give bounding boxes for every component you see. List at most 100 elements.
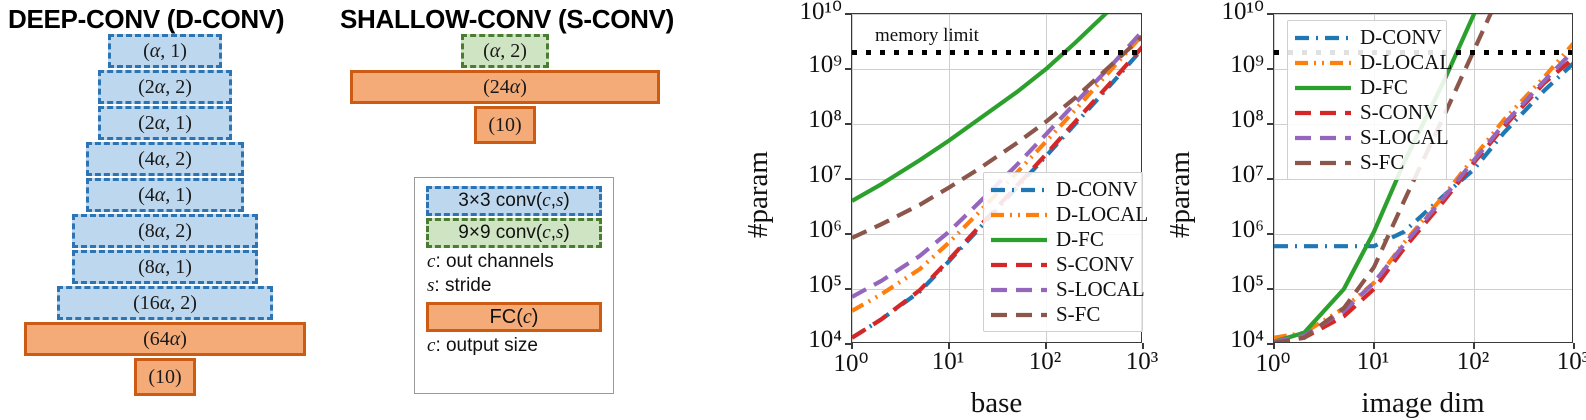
y-axis-label: #param — [1164, 151, 1196, 238]
chart-legend: D-CONV D-LOCAL D-FC S-CONV S-LOCAL S-FC — [1287, 20, 1452, 180]
y-tick-label: 10⁵ — [808, 271, 842, 298]
legend-swatch-fc: FC(c) — [426, 302, 602, 332]
chart-param-vs-base: memory limit 10⁴ 10⁵ 10⁶ 10⁷ 10⁸ 10⁹ 10¹⁰ 10⁰ 10¹… — [720, 0, 1158, 419]
grid-line-horizontal — [852, 69, 1141, 70]
grid-line-horizontal — [1274, 234, 1572, 235]
y-tick-label: 10⁷ — [1230, 161, 1264, 188]
x-axis-label: base — [970, 387, 1023, 419]
shallow-conv-architecture: (α, 2) (24 α) (10) — [330, 34, 680, 164]
legend-row: S-FC — [990, 302, 1136, 327]
y-tick-label: 10¹⁰ — [799, 0, 842, 25]
legend-row: S-FC — [1294, 150, 1440, 175]
legend-row: S-CONV — [990, 252, 1136, 277]
series-line-d-fc — [852, 14, 1109, 203]
legend-swatch-conv3: 3×3 conv(c, s) — [426, 186, 602, 216]
legend-row: D-FC — [1294, 75, 1440, 100]
x-tick-label: 10⁰ — [833, 350, 869, 377]
grid-line-horizontal — [1274, 289, 1572, 290]
grid-line-vertical — [1274, 14, 1275, 342]
x-tick-mark — [1373, 343, 1375, 349]
legend-label: S-FC — [1360, 150, 1405, 174]
y-tick-mark — [845, 288, 851, 290]
legend-key-s-fc — [990, 306, 1048, 324]
legend-row: D-CONV — [990, 177, 1138, 202]
chart-legend: D-CONV D-LOCAL D-FC S-CONV S-LOCAL S-FC — [983, 172, 1148, 332]
legend-swatch-conv9: 9×9 conv(c, s) — [426, 218, 602, 248]
x-tick-label: 10³ — [1556, 348, 1586, 375]
y-tick-mark — [845, 233, 851, 235]
legend-note: c: output size — [427, 335, 538, 356]
y-tick-mark — [1267, 13, 1273, 15]
diagram-legend-box: 3×3 conv(c, s) 9×9 conv(c, s) c: out channel… — [414, 177, 614, 394]
legend-label: D-CONV — [1360, 25, 1442, 49]
arch-block: (8 α, 1) — [72, 250, 258, 284]
legend-key-d-local — [990, 206, 1048, 224]
legend-row: D-LOCAL — [990, 202, 1148, 227]
legend-row: S-LOCAL — [990, 277, 1145, 302]
grid-line-vertical — [1474, 14, 1475, 342]
grid-line-vertical — [949, 14, 950, 342]
legend-note: s: stride — [427, 275, 492, 296]
arch-block: (2 α, 2) — [98, 70, 232, 104]
arch-block: (2 α, 1) — [98, 106, 232, 140]
x-tick-mark — [1573, 343, 1575, 349]
x-tick-mark — [948, 343, 950, 349]
legend-key-d-conv — [990, 181, 1048, 199]
x-tick-label: 10⁰ — [1255, 350, 1291, 377]
arch-block: (8 α, 2) — [72, 214, 258, 248]
arch-block: (16 α, 2) — [57, 286, 273, 320]
legend-row: D-FC — [990, 227, 1136, 252]
grid-line-horizontal — [852, 124, 1141, 125]
x-tick-mark — [1045, 343, 1047, 349]
x-tick-label: 10² — [1028, 348, 1062, 375]
legend-key-d-local — [1294, 54, 1352, 72]
legend-row: S-LOCAL — [1294, 125, 1449, 150]
legend-key-d-conv — [1294, 29, 1352, 47]
arch-block: (α, 1) — [108, 34, 222, 68]
series-line-s-fc — [852, 34, 1141, 240]
legend-label: S-CONV — [1056, 252, 1135, 276]
arch-block: (α, 2) — [461, 34, 549, 68]
y-tick-label: 10⁶ — [1230, 216, 1264, 243]
y-tick-label: 10⁸ — [808, 106, 842, 133]
grid-line-horizontal — [1274, 14, 1572, 15]
legend-key-d-fc — [1294, 79, 1352, 97]
y-tick-mark — [845, 123, 851, 125]
legend-label: D-CONV — [1056, 177, 1138, 201]
x-tick-mark — [1142, 343, 1144, 349]
y-tick-label: 10⁴ — [1230, 326, 1264, 353]
y-tick-label: 10⁴ — [808, 326, 842, 353]
x-tick-label: 10¹ — [931, 348, 965, 375]
y-tick-mark — [845, 343, 851, 345]
y-tick-label: 10⁹ — [1230, 51, 1264, 78]
x-tick-mark — [1273, 343, 1275, 349]
y-axis-label: #param — [742, 151, 774, 238]
legend-key-s-local — [990, 281, 1048, 299]
y-tick-mark — [1267, 178, 1273, 180]
y-tick-mark — [1267, 233, 1273, 235]
y-tick-mark — [845, 13, 851, 15]
y-tick-label: 10⁹ — [808, 51, 842, 78]
legend-label: D-FC — [1360, 75, 1408, 99]
y-tick-label: 10⁷ — [808, 161, 842, 188]
x-axis-label: image dim — [1361, 387, 1485, 419]
grid-line-vertical — [852, 14, 853, 342]
y-tick-mark — [845, 178, 851, 180]
panel-title-deep-conv: DEEP-CONV (D-CONV) — [8, 4, 285, 34]
arch-block: (4 α, 2) — [86, 142, 244, 176]
y-tick-label: 10¹⁰ — [1221, 0, 1264, 25]
series-line-d-conv — [1274, 61, 1572, 249]
series-line-s-conv — [852, 45, 1141, 340]
x-tick-mark — [1473, 343, 1475, 349]
legend-label: D-LOCAL — [1056, 202, 1149, 226]
y-tick-mark — [845, 68, 851, 70]
legend-key-s-conv — [990, 256, 1048, 274]
arch-block: (10) — [474, 106, 536, 144]
legend-key-s-local — [1294, 129, 1352, 147]
y-tick-label: 10⁶ — [808, 216, 842, 243]
legend-row: D-LOCAL — [1294, 50, 1452, 75]
arch-block: (4 α, 1) — [86, 178, 244, 212]
chart-param-vs-image-dim: 10⁴ 10⁵ 10⁶ 10⁷ 10⁸ 10⁹ 10¹⁰ 10⁰ 10¹ 10² 10³ image … — [1140, 0, 1586, 419]
arch-block: (64 α) — [24, 322, 306, 356]
